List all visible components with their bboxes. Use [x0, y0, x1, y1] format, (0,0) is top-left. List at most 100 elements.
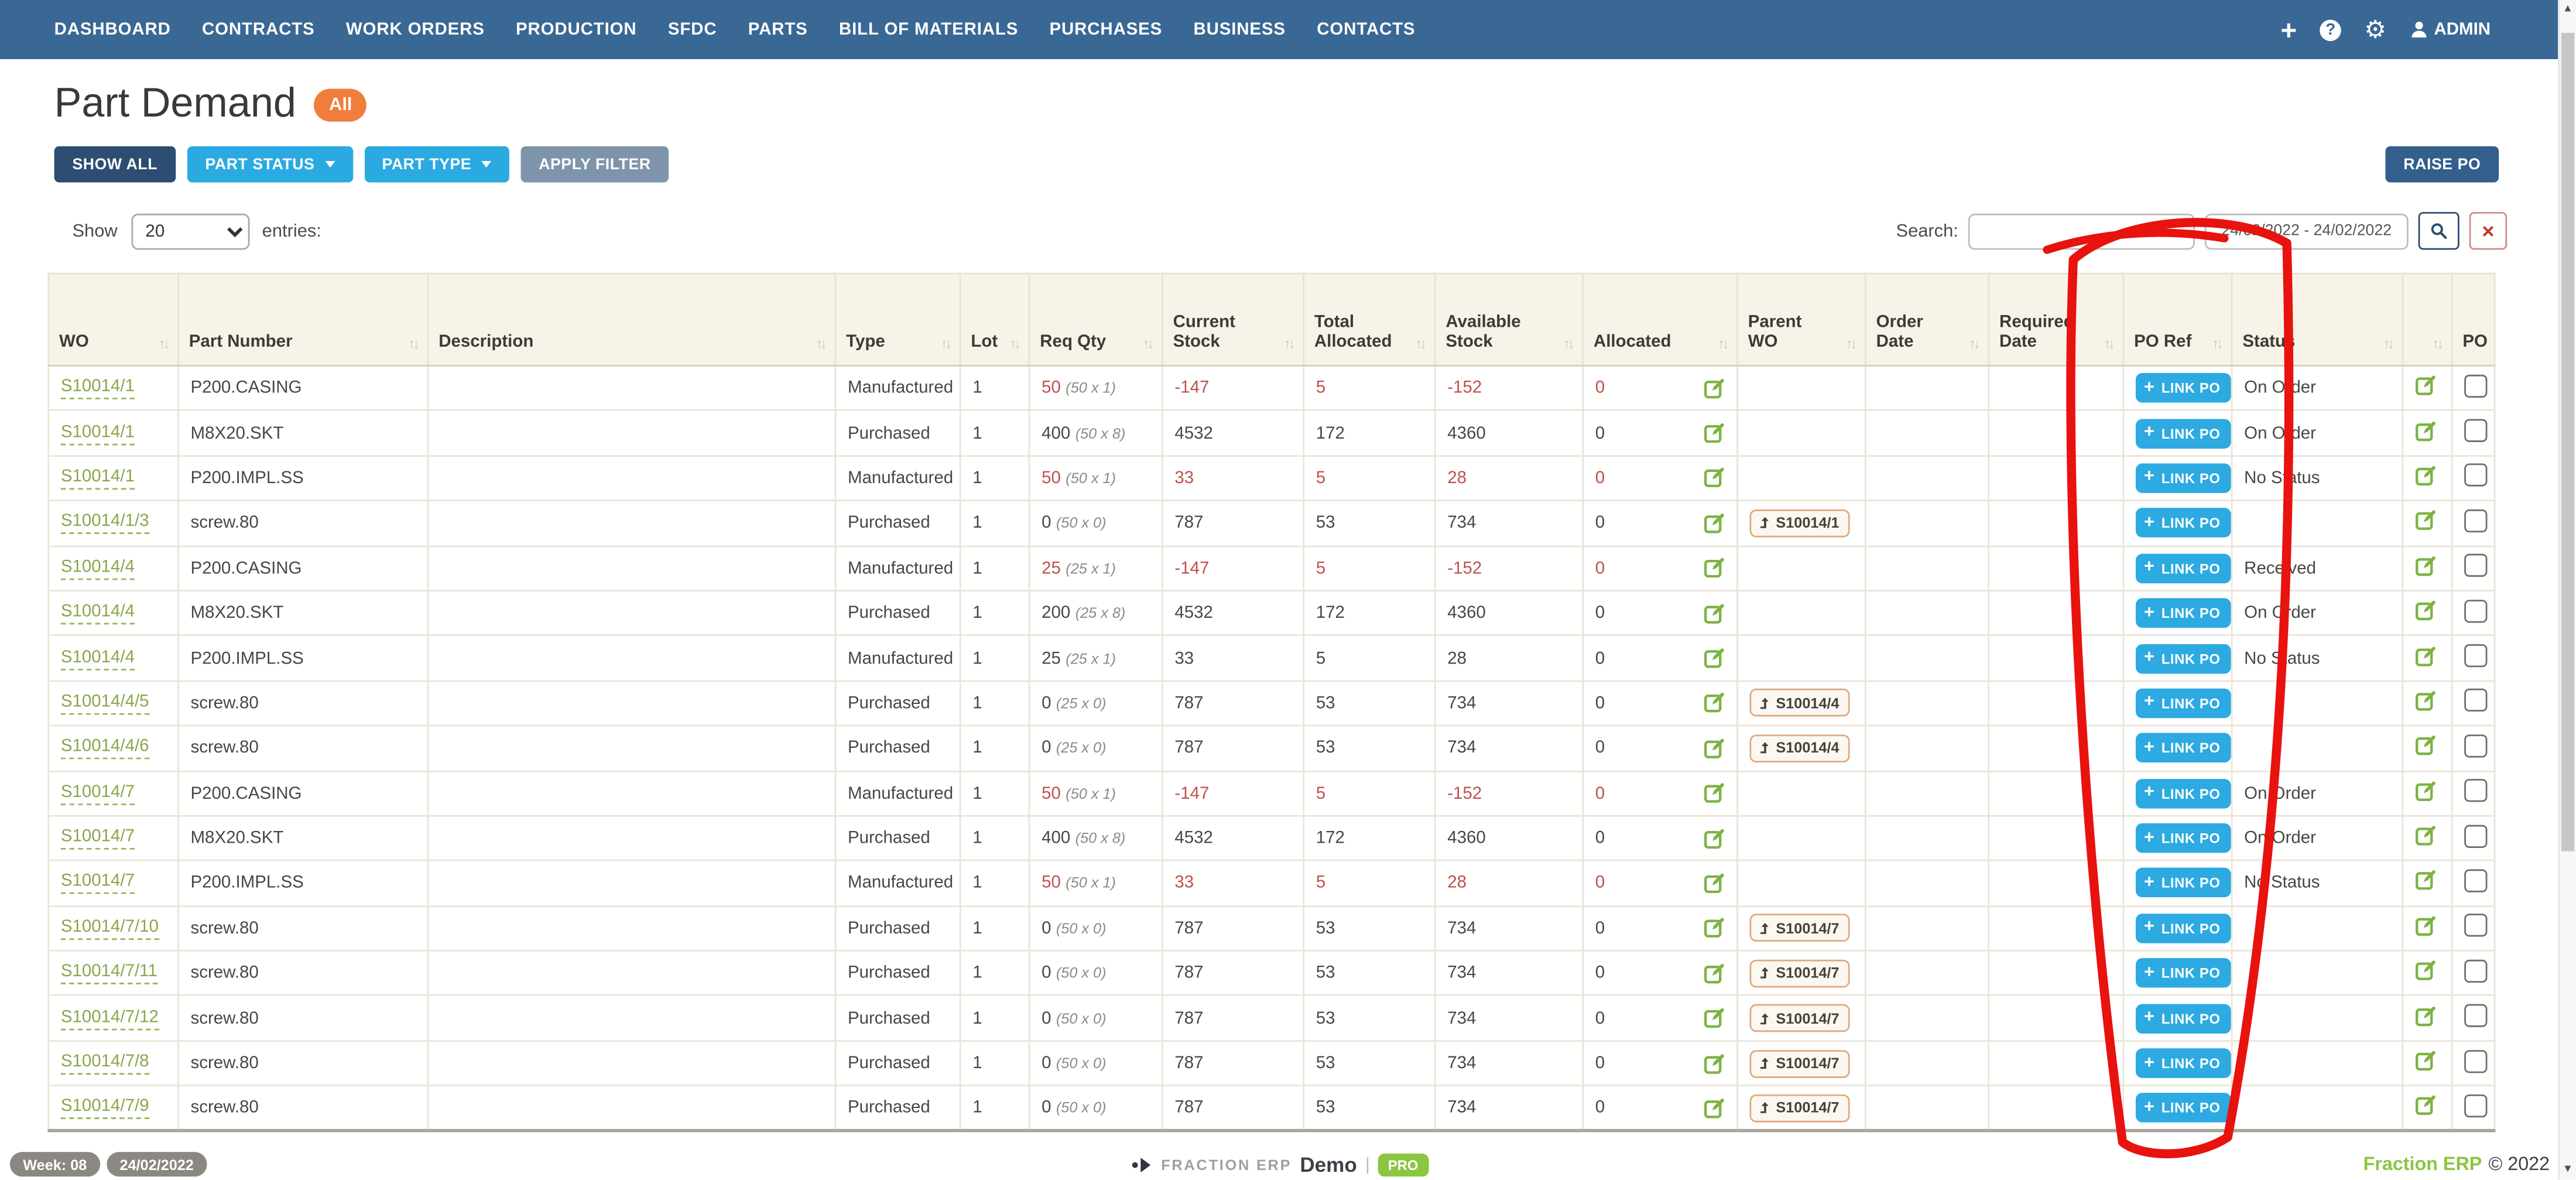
link-po-button[interactable]: + LINK PO — [2135, 1048, 2231, 1078]
edit-allocation-icon[interactable] — [1704, 422, 1725, 443]
column-header-po-ref[interactable]: PO Ref ↑↓ — [2122, 272, 2233, 367]
edit-allocation-icon[interactable] — [1704, 557, 1725, 579]
edit-allocation-icon[interactable] — [1704, 512, 1725, 533]
wo-link[interactable]: S10014/4 — [60, 647, 135, 670]
edit-row-icon[interactable] — [2415, 870, 2436, 891]
link-po-button[interactable]: + LINK PO — [2135, 958, 2231, 989]
edit-row-icon[interactable] — [2415, 825, 2436, 846]
edit-allocation-icon[interactable] — [1704, 873, 1725, 894]
link-po-button[interactable]: + LINK PO — [2135, 1003, 2231, 1034]
scroll-up-arrow-icon[interactable]: ▲ — [2562, 3, 2573, 15]
clear-date-button[interactable]: × — [2469, 211, 2508, 250]
sort-arrows-icon[interactable]: ↑↓ — [940, 335, 952, 352]
edit-row-icon[interactable] — [2415, 735, 2436, 756]
part-status-dropdown[interactable]: PART STATUS — [187, 146, 352, 183]
wo-link[interactable]: S10014/4/5 — [60, 692, 149, 715]
sort-arrows-icon[interactable]: ↑↓ — [1415, 335, 1426, 352]
help-icon[interactable]: ? — [2320, 19, 2342, 40]
wo-link[interactable]: S10014/7/8 — [60, 1052, 149, 1075]
part-type-dropdown[interactable]: PART TYPE — [364, 146, 509, 183]
link-po-button[interactable]: + LINK PO — [2135, 868, 2231, 898]
sort-arrows-icon[interactable]: ↑↓ — [1717, 335, 1729, 352]
link-po-button[interactable]: + LINK PO — [2135, 463, 2231, 493]
show-all-button[interactable]: SHOW ALL — [54, 146, 176, 183]
po-checkbox[interactable] — [2464, 554, 2488, 577]
edit-row-icon[interactable] — [2415, 780, 2436, 801]
column-header-available-stock[interactable]: Available Stock ↑↓ — [1434, 272, 1584, 367]
column-header-description[interactable]: Description ↑↓ — [427, 272, 837, 367]
po-checkbox[interactable] — [2464, 644, 2488, 668]
wo-link[interactable]: S10014/7/9 — [60, 1096, 149, 1120]
nav-item-production[interactable]: PRODUCTION — [516, 19, 637, 40]
sort-arrows-icon[interactable]: ↑↓ — [158, 335, 170, 352]
sort-arrows-icon[interactable]: ↑↓ — [1142, 335, 1154, 352]
column-header-parent-wo[interactable]: Parent WO ↑↓ — [1736, 272, 1866, 367]
parent-wo-badge[interactable]: S10014/7 — [1749, 1004, 1849, 1032]
link-po-button[interactable]: + LINK PO — [2135, 733, 2231, 763]
edit-row-icon[interactable] — [2415, 555, 2436, 576]
po-checkbox[interactable] — [2464, 599, 2488, 623]
link-po-button[interactable]: + LINK PO — [2135, 1093, 2231, 1123]
link-po-button[interactable]: + LINK PO — [2135, 373, 2231, 403]
sort-arrows-icon[interactable]: ↑↓ — [816, 335, 827, 352]
add-icon[interactable]: + — [2280, 13, 2297, 46]
vertical-scrollbar[interactable]: ▲ ▼ — [2558, 0, 2576, 1180]
parent-wo-badge[interactable]: S10014/7 — [1749, 959, 1849, 987]
po-checkbox[interactable] — [2464, 869, 2488, 892]
link-po-button[interactable]: + LINK PO — [2135, 418, 2231, 448]
column-header-lot[interactable]: Lot ↑↓ — [959, 272, 1030, 367]
apply-filter-button[interactable]: APPLY FILTER — [520, 146, 669, 183]
column-header-total-allocated[interactable]: Total Allocated ↑↓ — [1303, 272, 1436, 367]
sort-arrows-icon[interactable]: ↑↓ — [1283, 335, 1295, 352]
edit-allocation-icon[interactable] — [1704, 693, 1725, 714]
wo-link[interactable]: S10014/4 — [60, 557, 135, 580]
search-input[interactable] — [1968, 213, 2195, 249]
date-range-input[interactable] — [2204, 213, 2409, 249]
nav-item-parts[interactable]: PARTS — [748, 19, 808, 40]
po-checkbox[interactable] — [2464, 1049, 2488, 1073]
po-checkbox[interactable] — [2464, 959, 2488, 983]
edit-row-icon[interactable] — [2415, 915, 2436, 936]
edit-row-icon[interactable] — [2415, 1050, 2436, 1071]
column-header-current-stock[interactable]: Current Stock ↑↓ — [1161, 272, 1305, 367]
sort-arrows-icon[interactable]: ↑↓ — [2432, 335, 2443, 352]
link-po-button[interactable]: + LINK PO — [2135, 553, 2231, 583]
edit-row-icon[interactable] — [2415, 510, 2436, 531]
edit-row-icon[interactable] — [2415, 600, 2436, 621]
edit-allocation-icon[interactable] — [1704, 918, 1725, 939]
sort-arrows-icon[interactable]: ↑↓ — [1845, 335, 1857, 352]
edit-allocation-icon[interactable] — [1704, 782, 1725, 803]
wo-link[interactable]: S10014/4/6 — [60, 737, 149, 760]
nav-item-purchases[interactable]: PURCHASES — [1049, 19, 1163, 40]
column-header-allocated[interactable]: Allocated ↑↓ — [1582, 272, 1738, 367]
po-checkbox[interactable] — [2464, 689, 2488, 713]
column-header-type[interactable]: Type ↑↓ — [834, 272, 961, 367]
link-po-button[interactable]: + LINK PO — [2135, 913, 2231, 943]
link-po-button[interactable]: + LINK PO — [2135, 778, 2231, 808]
sort-arrows-icon[interactable]: ↑↓ — [408, 335, 419, 352]
link-po-button[interactable]: + LINK PO — [2135, 508, 2231, 538]
po-checkbox[interactable] — [2464, 1093, 2488, 1117]
edit-allocation-icon[interactable] — [1704, 603, 1725, 624]
wo-link[interactable]: S10014/1 — [60, 377, 135, 400]
wo-link[interactable]: S10014/4 — [60, 601, 135, 625]
scroll-down-arrow-icon[interactable]: ▼ — [2562, 1163, 2573, 1175]
po-checkbox[interactable] — [2464, 1004, 2488, 1028]
po-checkbox[interactable] — [2464, 734, 2488, 758]
nav-item-dashboard[interactable]: DASHBOARD — [54, 19, 171, 40]
edit-row-icon[interactable] — [2415, 1005, 2436, 1026]
edit-allocation-icon[interactable] — [1704, 1008, 1725, 1029]
edit-allocation-icon[interactable] — [1704, 467, 1725, 488]
column-header-order-date[interactable]: Order Date ↑↓ — [1864, 272, 1990, 367]
edit-allocation-icon[interactable] — [1704, 963, 1725, 984]
po-checkbox[interactable] — [2464, 374, 2488, 398]
link-po-button[interactable]: + LINK PO — [2135, 598, 2231, 628]
nav-item-business[interactable]: BUSINESS — [1193, 19, 1286, 40]
parent-wo-badge[interactable]: S10014/4 — [1749, 689, 1849, 717]
sort-arrows-icon[interactable]: ↑↓ — [2212, 335, 2223, 352]
po-checkbox[interactable] — [2464, 419, 2488, 443]
page-size-select[interactable]: 20 — [131, 213, 249, 249]
scrollbar-thumb[interactable] — [2561, 33, 2575, 851]
wo-link[interactable]: S10014/7 — [60, 872, 135, 895]
edit-row-icon[interactable] — [2415, 960, 2436, 981]
